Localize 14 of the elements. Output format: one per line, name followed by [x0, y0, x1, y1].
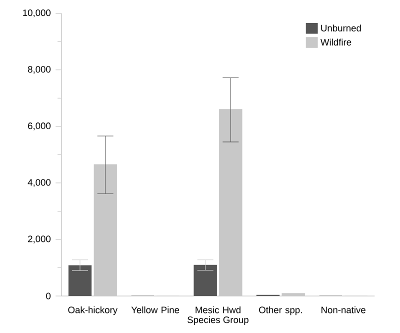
- x-axis-title: Species Group: [188, 316, 248, 325]
- x-tick-label: Non-native: [322, 306, 366, 314]
- x-tick-label: Other spp.: [259, 306, 302, 315]
- x-tick-label: Mesic Hwd: [196, 306, 240, 314]
- x-tick-label: Oak-hickory: [68, 306, 118, 315]
- legend-label: Unburned: [321, 24, 361, 32]
- y-tick-label: 0: [46, 292, 51, 300]
- y-tick-label: 10,000: [23, 9, 51, 18]
- y-tick-label: 4,000: [28, 178, 51, 187]
- y-tick-label: 2,000: [28, 235, 51, 244]
- y-tick-label: 6,000: [28, 122, 51, 130]
- legend-label: Wildfire: [320, 38, 352, 46]
- x-tick-label: Yellow Pine: [131, 306, 180, 314]
- y-tick-label: 8,000: [28, 66, 51, 74]
